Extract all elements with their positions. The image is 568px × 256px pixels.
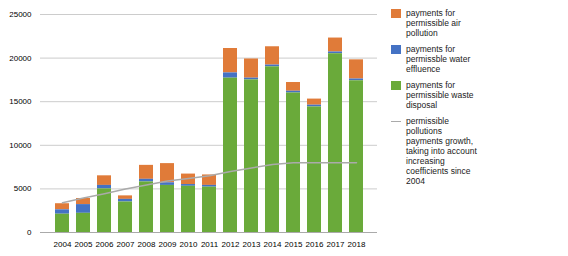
html-text:payments for permissible air p: payments for permissible air pollution [406, 8, 461, 38]
svg-text:2010: 2010 [180, 240, 198, 249]
svg-text:2004: 2004 [54, 240, 72, 249]
html-text:payments for permissible waste: payments for permissible waste disposal [406, 80, 474, 110]
svg-text:2018: 2018 [348, 240, 366, 249]
svg-text:0: 0 [27, 228, 32, 237]
html-text:payments for permissble water: payments for permissble water effluence [406, 44, 471, 74]
svg-text:2014: 2014 [264, 240, 282, 249]
svg-text:2005: 2005 [75, 240, 93, 249]
svg-text:10000: 10000 [9, 141, 32, 150]
svg-text:2006: 2006 [96, 240, 114, 249]
svg-text:5000: 5000 [14, 184, 32, 193]
svg-text:2011: 2011 [201, 240, 219, 249]
svg-text:2016: 2016 [306, 240, 324, 249]
svg-text:15000: 15000 [9, 97, 32, 106]
svg-text:2015: 2015 [285, 240, 303, 249]
html-text:permissible pollutions payment: permissible pollutions payments growth, … [406, 116, 477, 186]
svg-text:2009: 2009 [159, 240, 177, 249]
svg-text:2007: 2007 [117, 240, 135, 249]
svg-text:20000: 20000 [9, 54, 32, 63]
svg-text:2013: 2013 [243, 240, 261, 249]
svg-text:25000: 25000 [9, 10, 32, 19]
svg-text:2012: 2012 [222, 240, 240, 249]
svg-text:2008: 2008 [138, 240, 156, 249]
svg-text:2017: 2017 [327, 240, 345, 249]
